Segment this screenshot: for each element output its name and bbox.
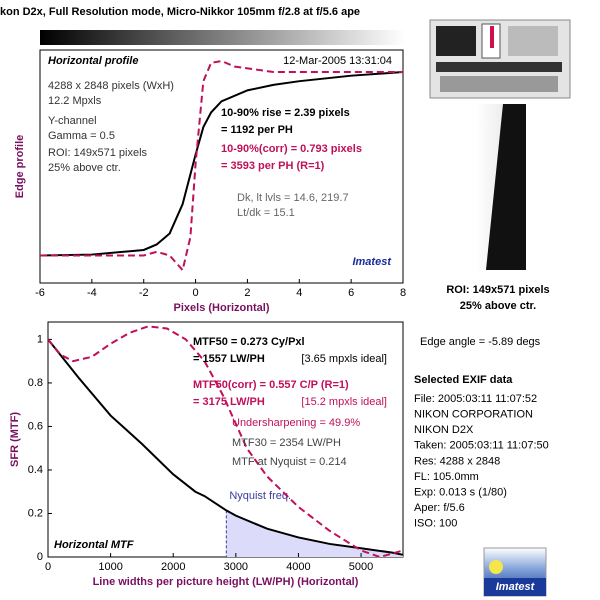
y-tick-label: 0.6 bbox=[28, 420, 43, 432]
exif-row: ISO: 100 bbox=[414, 518, 457, 530]
exif-row: Aper: f/5.6 bbox=[414, 502, 465, 514]
annotation: MTF30 = 2354 LW/PH bbox=[232, 437, 341, 449]
y-tick-label: 1 bbox=[37, 333, 43, 345]
annotation: 25% above ctr. bbox=[48, 162, 121, 174]
y-tick-label: 0.2 bbox=[28, 507, 43, 519]
annotation: [15.2 mpxls ideal] bbox=[301, 396, 387, 408]
exif-row: NIKON D2X bbox=[414, 424, 474, 436]
annotation: Dk, lt lvls = 14.6, 219.7 bbox=[237, 192, 349, 204]
annotation: = 1192 per PH bbox=[221, 124, 293, 136]
y-axis-label: Edge profile bbox=[14, 135, 26, 199]
gray-bar bbox=[40, 30, 405, 45]
edge-angle: Edge angle = -5.89 degs bbox=[420, 336, 541, 348]
annotation: 12.2 Mpxls bbox=[48, 95, 102, 107]
nyquist-area bbox=[226, 510, 403, 557]
annotation: MTF50 = 0.273 Cy/Pxl bbox=[193, 336, 305, 348]
x-axis-label: Pixels (Horizontal) bbox=[174, 302, 270, 314]
annotation: Lt/dk = 15.1 bbox=[237, 207, 295, 219]
plot-area bbox=[39, 49, 404, 284]
x-tick-label: 6 bbox=[348, 287, 354, 299]
x-tick-label: 0 bbox=[45, 561, 51, 573]
x-tick-label: 5000 bbox=[349, 561, 373, 573]
logo-text: Imatest bbox=[496, 581, 536, 593]
thumbnail bbox=[429, 19, 571, 99]
annotation: = 1557 LW/PH bbox=[193, 353, 265, 365]
nyquist-label: Nyquist freq. bbox=[229, 490, 291, 502]
roi-caption: ROI: 149x571 pixels bbox=[446, 284, 549, 296]
annotation: Y-channel bbox=[48, 115, 97, 127]
x-tick-label: 2 bbox=[244, 287, 250, 299]
y-tick-label: 0.4 bbox=[28, 464, 43, 476]
roi-image bbox=[476, 104, 526, 270]
page-title: kon D2x, Full Resolution mode, Micro-Nik… bbox=[0, 6, 360, 18]
annotation: Gamma = 0.5 bbox=[48, 130, 115, 142]
x-tick-label: -6 bbox=[35, 287, 45, 299]
exif-row: File: 2005:03:11 11:07:52 bbox=[414, 393, 537, 405]
y-tick-label: 0.8 bbox=[28, 377, 43, 389]
exif-row: Res: 4288 x 2848 bbox=[414, 455, 500, 467]
annotation: 10-90%(corr) = 0.793 pixels bbox=[221, 143, 362, 155]
annotation: Undersharpening = 49.9% bbox=[232, 417, 360, 429]
series-line bbox=[40, 59, 403, 273]
annotation: MTF50(corr) = 0.557 C/P (R=1) bbox=[193, 379, 349, 391]
chart-title: Horizontal profile bbox=[48, 55, 138, 67]
logo bbox=[483, 547, 547, 597]
exif-row: Exp: 0.013 s (1/80) bbox=[414, 487, 507, 499]
x-tick-label: -2 bbox=[139, 287, 149, 299]
exif-row: NIKON CORPORATION bbox=[414, 409, 533, 421]
annotation: [3.65 mpxls ideal] bbox=[301, 353, 387, 365]
x-tick-label: 1000 bbox=[98, 561, 122, 573]
annotation: MTF at Nyquist = 0.214 bbox=[232, 456, 347, 468]
x-tick-label: 3000 bbox=[224, 561, 248, 573]
chart-title: Horizontal MTF bbox=[54, 539, 134, 551]
exif-row: FL: 105.0mm bbox=[414, 471, 479, 483]
exif-row: Taken: 2005:03:11 11:07:50 bbox=[414, 440, 549, 452]
series-line bbox=[39, 71, 404, 257]
annotation: 10-90% rise = 2.39 pixels bbox=[221, 107, 350, 119]
annotation: ROI: 149x571 pixels bbox=[48, 147, 148, 159]
x-tick-label: 2000 bbox=[161, 561, 185, 573]
annotation: 4288 x 2848 pixels (WxH) bbox=[48, 80, 174, 92]
series-line bbox=[47, 338, 404, 556]
annotation: = 3593 per PH (R=1) bbox=[221, 160, 325, 172]
annotation: = 3175 LW/PH bbox=[193, 396, 265, 408]
x-tick-label: 4000 bbox=[286, 561, 310, 573]
roi-caption: 25% above ctr. bbox=[460, 300, 536, 312]
x-tick-label: -4 bbox=[87, 287, 97, 299]
series-line bbox=[47, 325, 404, 559]
x-axis-label: Line widths per picture height (LW/PH) (… bbox=[93, 576, 359, 588]
x-tick-label: 8 bbox=[400, 287, 406, 299]
plot-area bbox=[47, 321, 404, 558]
y-tick-label: 0 bbox=[37, 551, 43, 563]
y-axis-label: SFR (MTF) bbox=[9, 412, 21, 467]
x-tick-label: 0 bbox=[193, 287, 199, 299]
annotation: Imatest bbox=[352, 256, 392, 268]
x-tick-label: 4 bbox=[296, 287, 302, 299]
exif-title: Selected EXIF data bbox=[414, 374, 513, 386]
chart-date: 12-Mar-2005 13:31:04 bbox=[283, 55, 392, 67]
